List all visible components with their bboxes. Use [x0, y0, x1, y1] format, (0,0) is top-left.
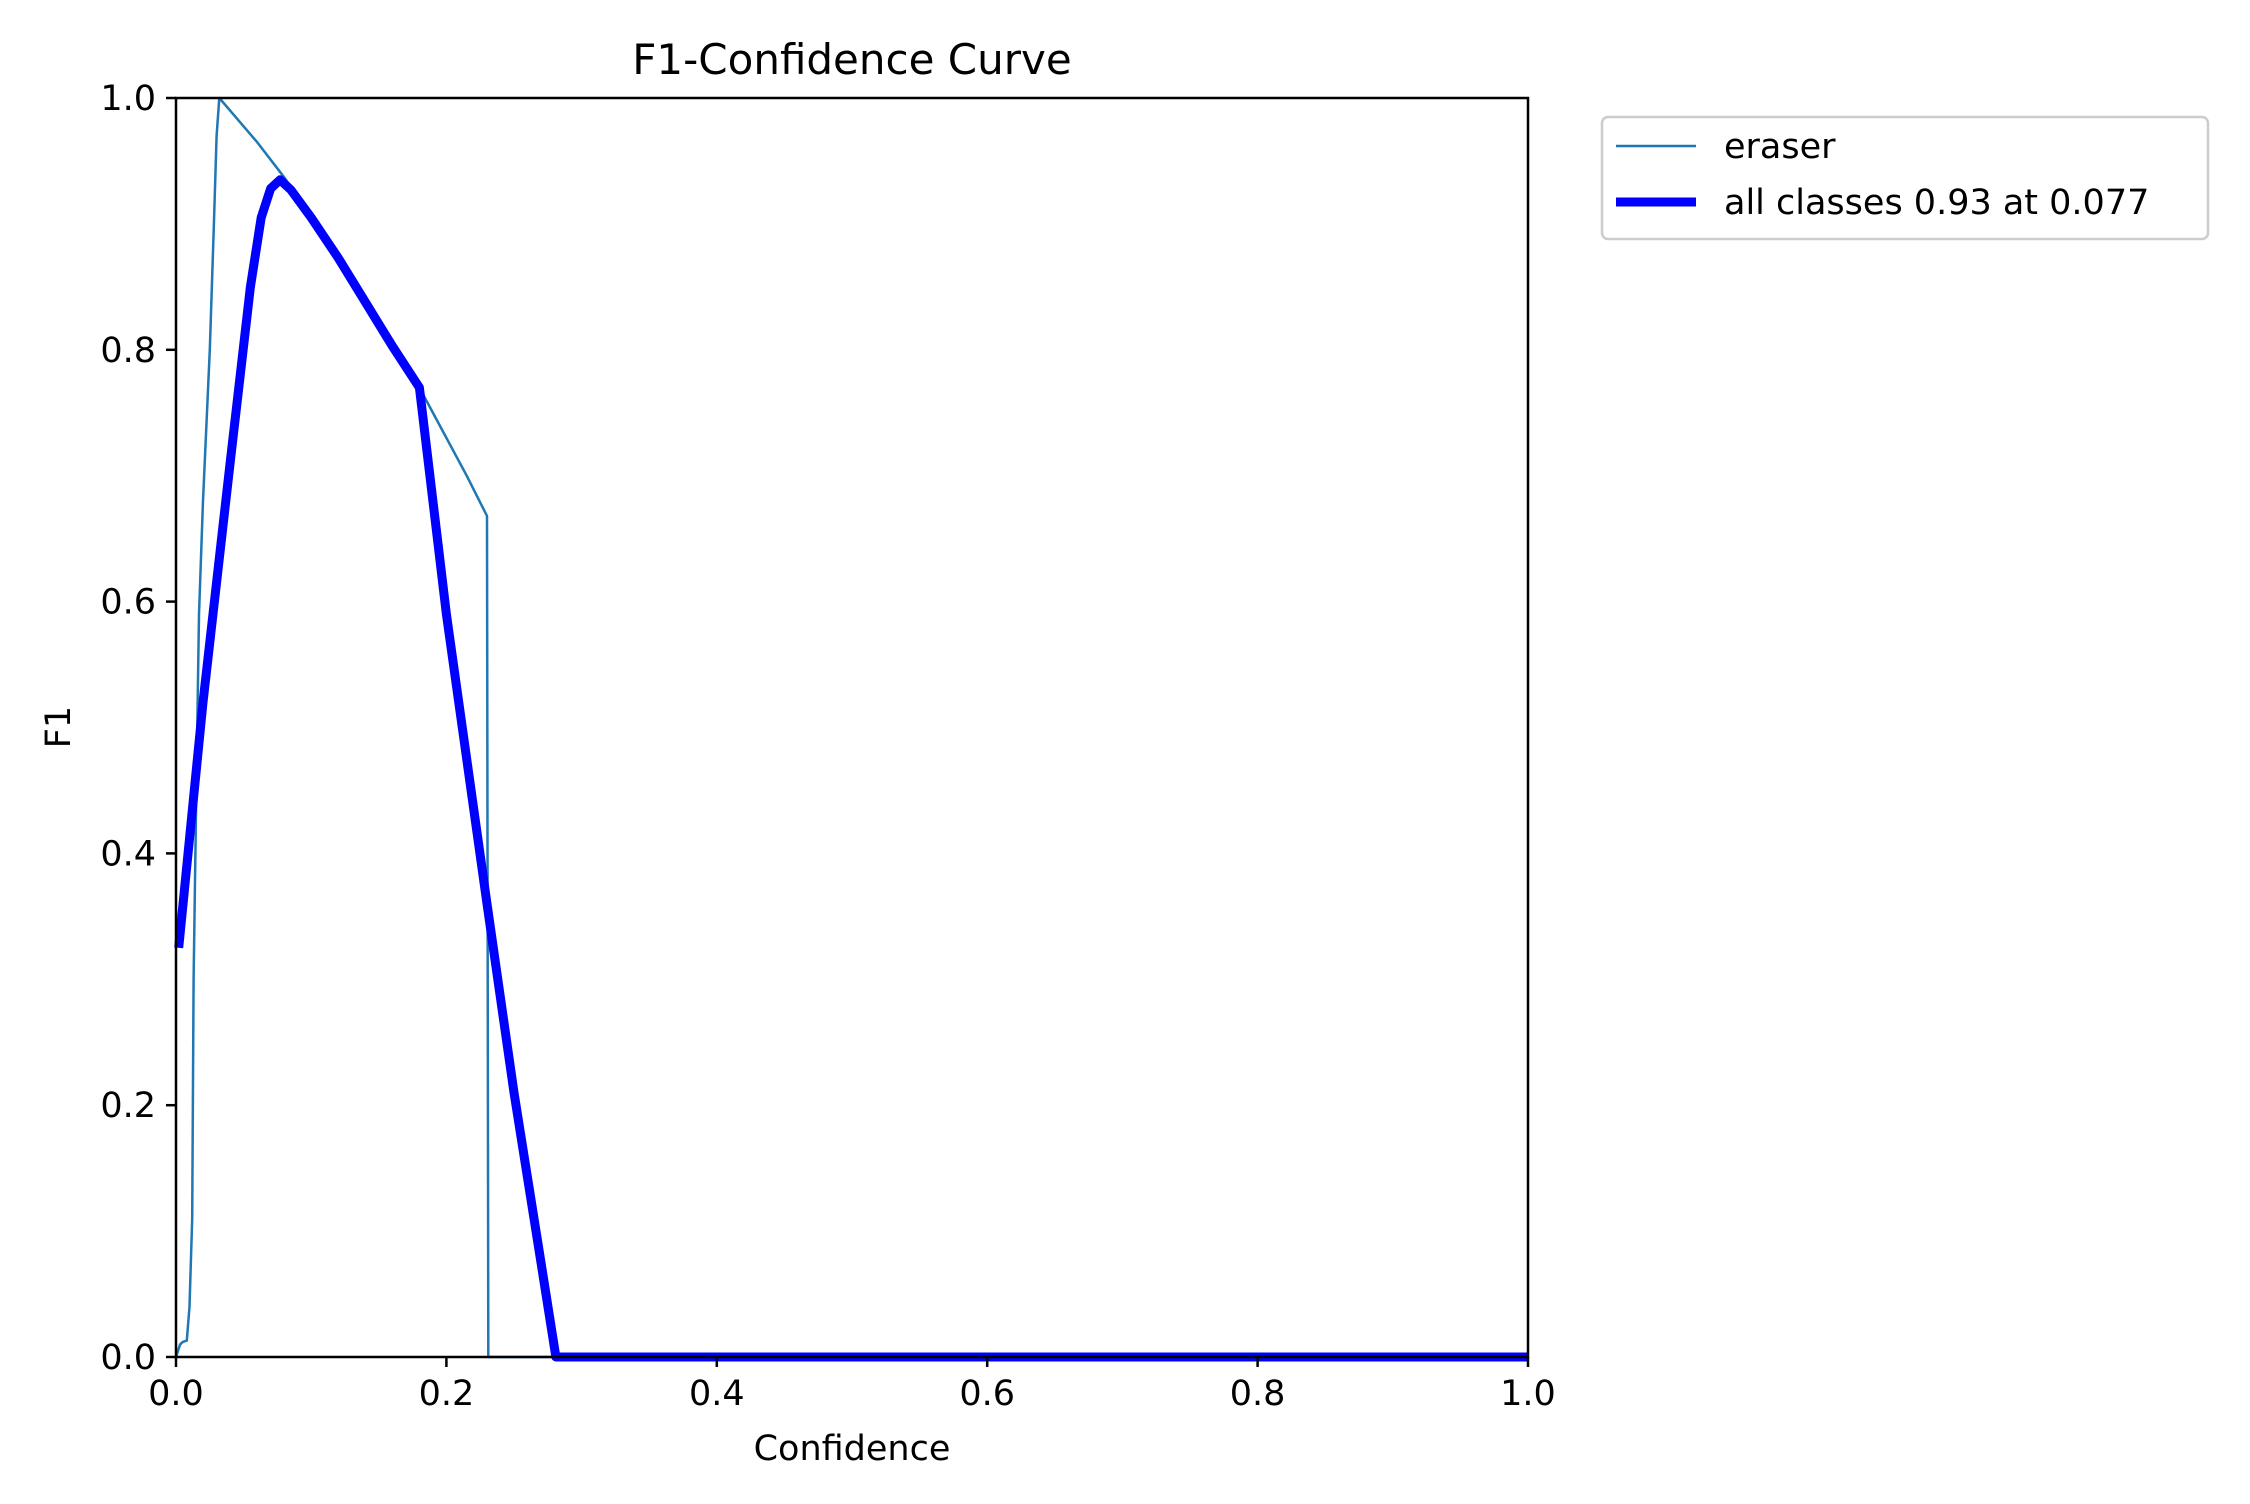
legend: eraser all classes 0.93 at 0.077 [1600, 115, 2210, 241]
y-axis-label: F1 [39, 706, 79, 748]
plot-frame [174, 96, 1530, 1359]
legend-label-all-classes: all classes 0.93 at 0.077 [1724, 183, 2149, 223]
x-tick-label: 0.0 [148, 1374, 204, 1414]
legend-frame [1600, 115, 2210, 241]
x-axis-ticks: 0.0 0.2 0.4 0.6 0.8 1.0 [148, 1357, 1556, 1414]
x-tick-label: 1.0 [1500, 1374, 1556, 1414]
y-tick-label: 0.2 [100, 1086, 156, 1126]
y-tick-label: 1.0 [100, 79, 156, 119]
y-axis-ticks: 0.0 0.2 0.4 0.6 0.8 1.0 [100, 79, 176, 1378]
x-tick-label: 0.2 [419, 1374, 475, 1414]
chart-title: F1-Confidence Curve [632, 35, 1071, 84]
x-tick-label: 0.6 [959, 1374, 1015, 1414]
y-tick-label: 0.6 [100, 583, 156, 623]
y-tick-label: 0.8 [100, 331, 156, 371]
x-axis-label: Confidence [754, 1429, 951, 1469]
y-tick-label: 0.4 [100, 834, 156, 874]
series-line-eraser [174, 96, 1528, 1359]
x-tick-label: 0.4 [689, 1374, 745, 1414]
y-tick-label: 0.0 [100, 1338, 156, 1378]
series-line-all-classes [174, 175, 1528, 1362]
x-tick-label: 0.8 [1230, 1374, 1286, 1414]
plot-lines [174, 96, 1528, 1362]
legend-label-eraser: eraser [1724, 127, 1836, 167]
